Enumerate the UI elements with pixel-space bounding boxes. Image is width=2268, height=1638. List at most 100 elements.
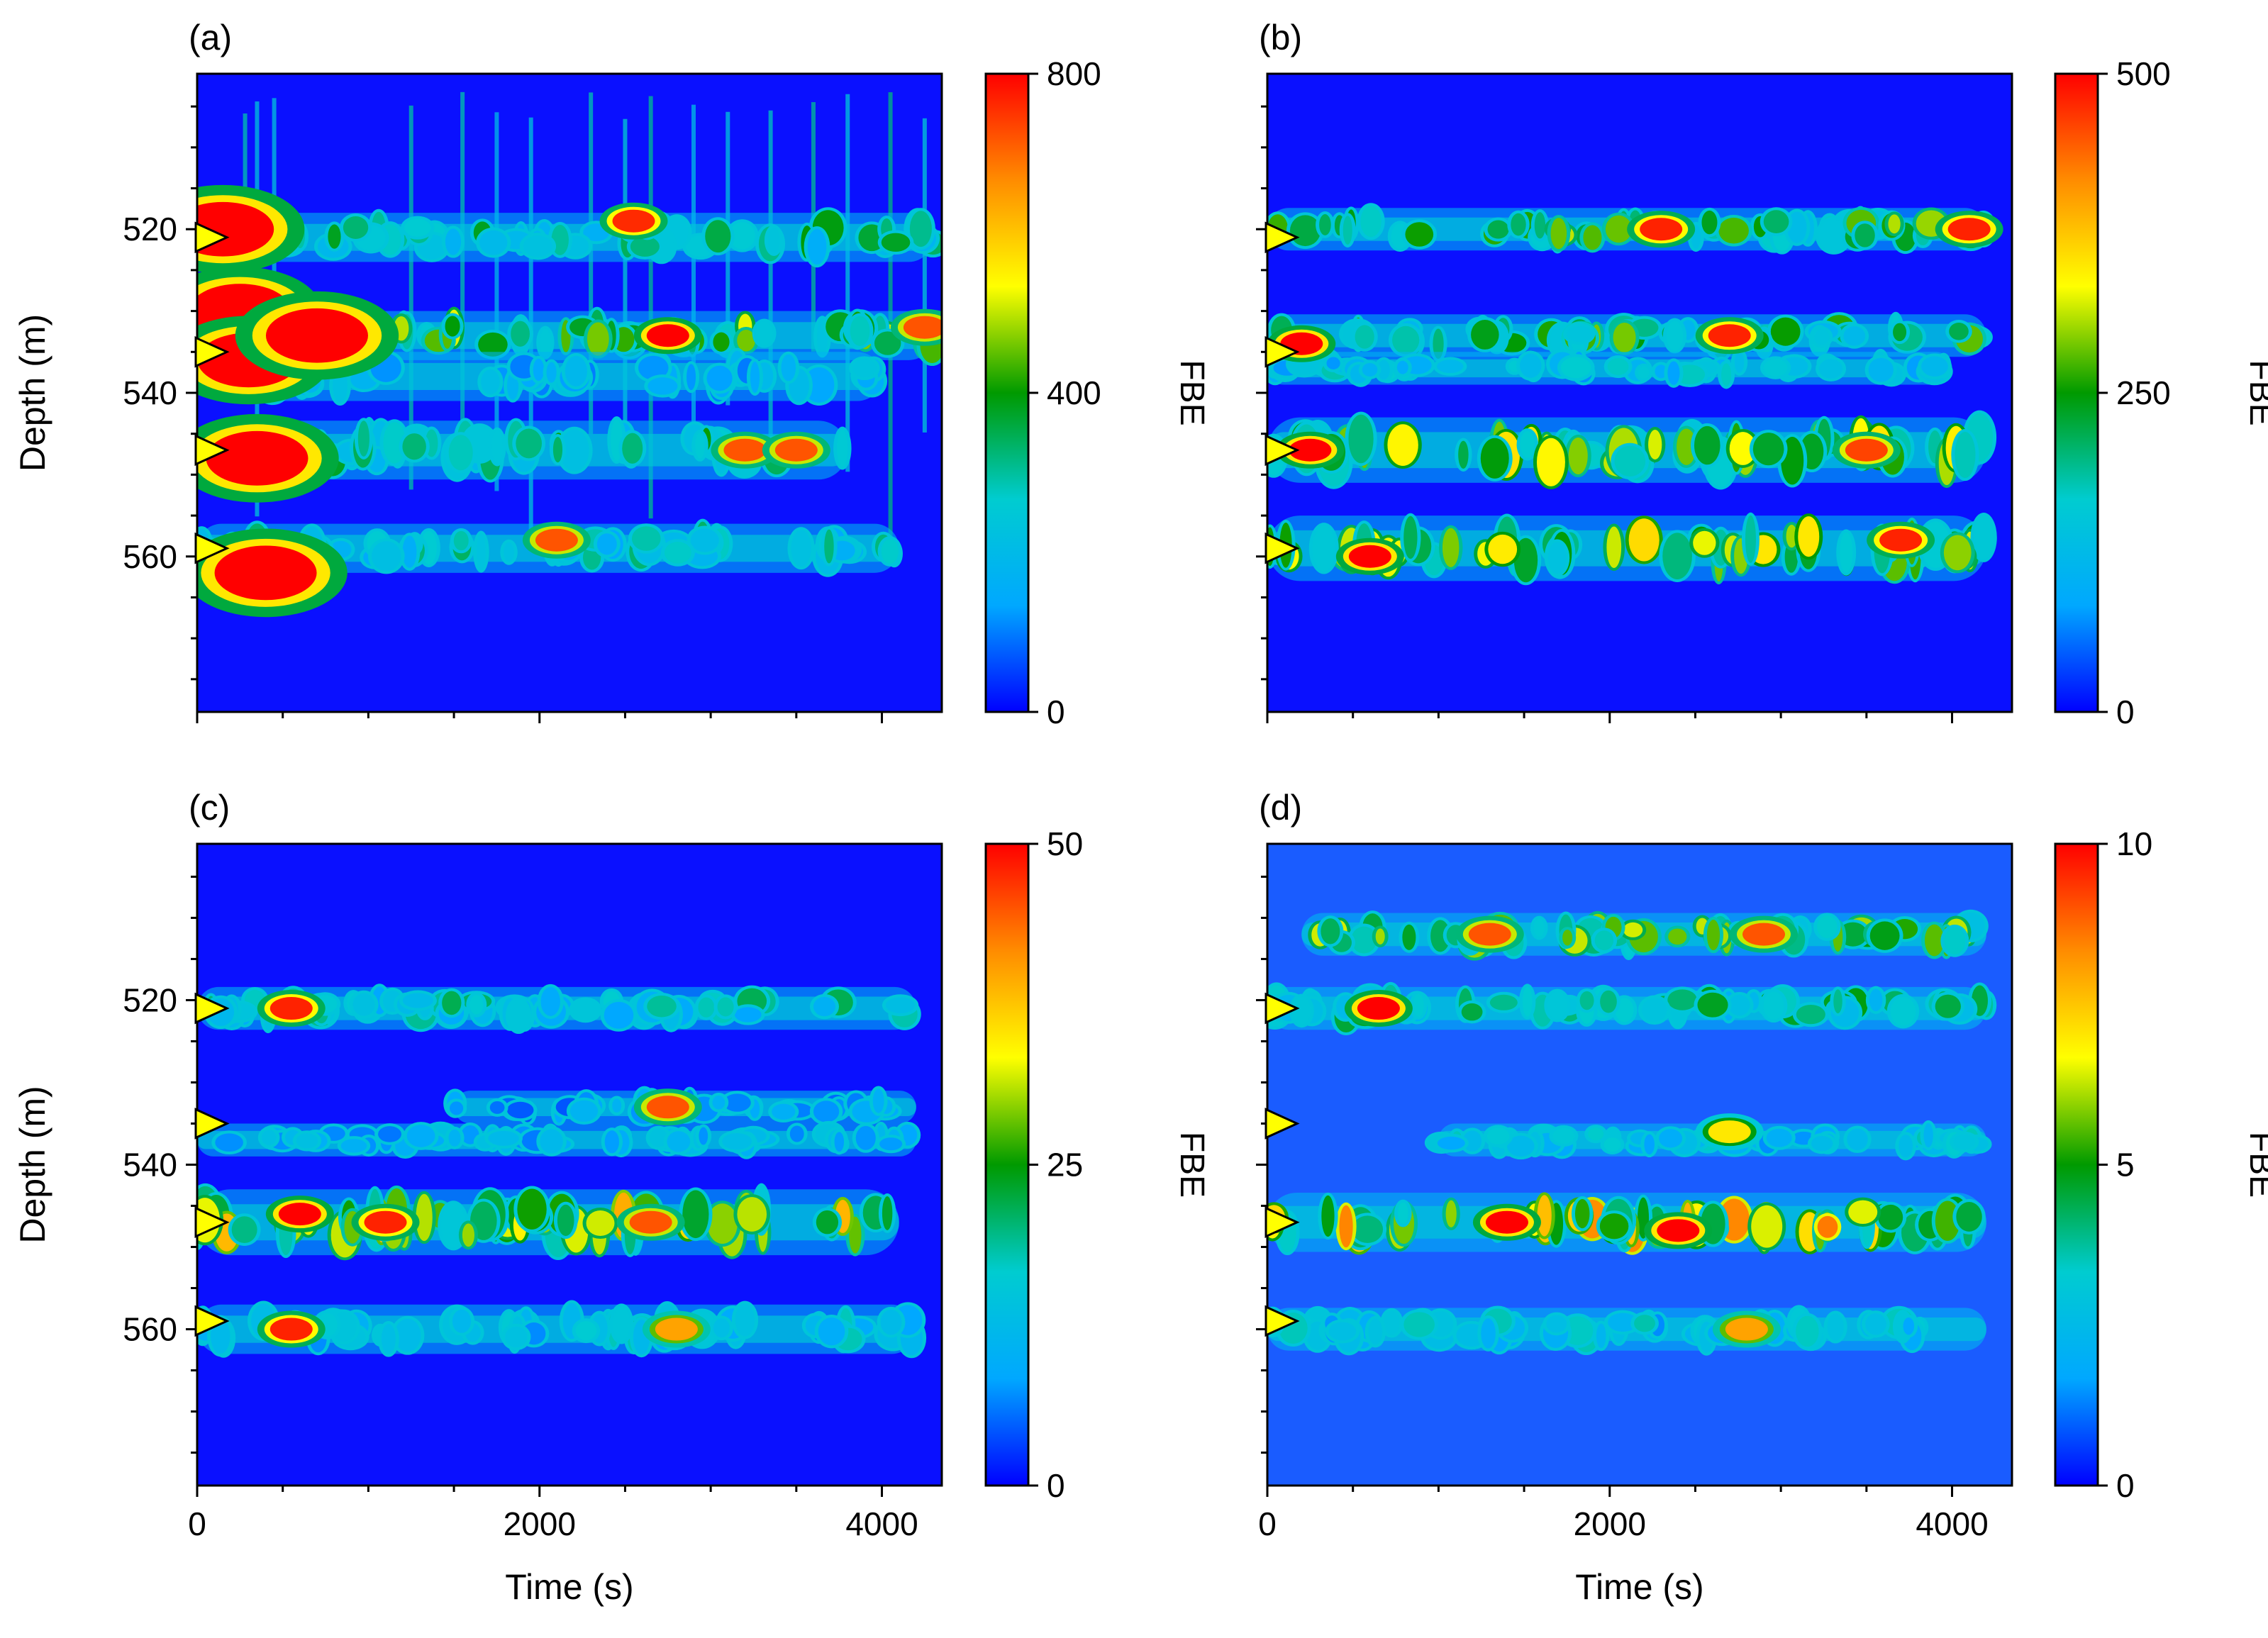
depth-marker: [194, 1108, 230, 1140]
blob: [885, 997, 916, 1014]
blob: [713, 332, 730, 352]
blob: [1546, 1315, 1567, 1333]
blob: [1642, 998, 1667, 1023]
blob: [1644, 1134, 1655, 1155]
heatmap-background: [197, 844, 942, 1486]
blob: [1903, 1317, 1915, 1335]
panel-a: 520 540 560 Depth (m) (a) 0 400 800 FBE: [13, 18, 1211, 730]
y-tick-label: 520: [123, 211, 177, 247]
colorbar-label: FBE: [2242, 360, 2268, 425]
blob: [477, 533, 486, 570]
blob: [1402, 924, 1416, 950]
blob: [1568, 437, 1588, 475]
blob: [1953, 1134, 1976, 1149]
blob: [453, 530, 469, 551]
blob: [1579, 991, 1594, 1010]
blob: [1729, 432, 1757, 465]
streak: [589, 92, 594, 434]
blob: [807, 229, 827, 265]
blob: [469, 995, 484, 1015]
blob: [1405, 222, 1434, 247]
y-tick-label: 560: [123, 1311, 177, 1348]
hotspot: [214, 545, 317, 601]
blob: [1634, 1315, 1655, 1332]
panel-label: (a): [189, 18, 232, 57]
panel-label: (d): [1259, 788, 1302, 828]
blob: [1355, 325, 1374, 349]
blob: [1798, 516, 1820, 557]
blob: [506, 1101, 534, 1119]
blob: [1890, 996, 1916, 1026]
blob: [448, 435, 473, 471]
colorbar-gradient: [984, 842, 1030, 1487]
blob: [855, 1125, 876, 1150]
blob: [1811, 1136, 1833, 1152]
blob: [1377, 360, 1390, 380]
blob: [1328, 1322, 1357, 1341]
blob: [488, 1130, 519, 1146]
blob: [1659, 1129, 1683, 1148]
hotspot: [278, 1203, 321, 1226]
streak: [922, 118, 927, 433]
depth-marker: [194, 335, 230, 368]
blob: [1462, 1130, 1482, 1152]
blob: [575, 1321, 597, 1341]
blob: [572, 1000, 599, 1020]
blob: [713, 1318, 730, 1338]
blob: [1458, 440, 1469, 469]
blob: [1697, 992, 1728, 1018]
blob: [560, 429, 589, 472]
blob: [1437, 1136, 1465, 1150]
streak: [768, 110, 773, 447]
blob: [816, 1210, 839, 1235]
x-axis-label: Time (s): [505, 1567, 633, 1607]
blob: [734, 1007, 762, 1023]
blob: [737, 1197, 767, 1232]
blob: [596, 533, 617, 555]
blob: [1662, 533, 1692, 579]
blob: [882, 1196, 893, 1230]
hotspot: [612, 209, 655, 233]
hotspot: [1468, 923, 1511, 946]
blob: [1596, 1323, 1606, 1349]
depth-marker: [194, 434, 230, 467]
blob: [1550, 218, 1567, 250]
blob: [504, 542, 514, 562]
blob: [478, 332, 508, 357]
colorbar: 0 5 10 FBE: [2054, 825, 2268, 1504]
hotspot: [269, 997, 313, 1020]
hotspot: [1357, 997, 1400, 1020]
colorbar: 0 400 800 FBE: [984, 55, 1211, 730]
blob: [1763, 359, 1788, 377]
blob: [781, 354, 796, 381]
colorbar-tick-label: 0: [2116, 693, 2135, 730]
heatmap-field: [197, 74, 942, 712]
x-tick-label: 4000: [845, 1505, 918, 1542]
blob: [729, 222, 755, 250]
blob: [1605, 215, 1632, 243]
blob: [1348, 414, 1374, 464]
blob: [1818, 219, 1849, 252]
blob: [1547, 991, 1567, 1020]
blob: [1766, 1128, 1792, 1147]
blob: [1944, 927, 1966, 954]
blob: [690, 528, 719, 552]
depth-marker: [1264, 221, 1300, 254]
blob: [1536, 438, 1565, 486]
hotspot: [646, 1096, 689, 1119]
blob: [1608, 1313, 1638, 1332]
panel-d: 0 2000 4000 Time (s) (d) 0 5 10 FBE: [1256, 788, 2268, 1607]
blob: [1384, 1310, 1400, 1335]
blob: [1648, 430, 1662, 460]
hotspot: [723, 438, 767, 462]
blob: [479, 230, 508, 255]
hotspot: [206, 430, 308, 486]
depth-marker: [194, 1305, 230, 1337]
panel-b: (b) 0 250 500 FBE: [1256, 18, 2268, 730]
blob: [1827, 1313, 1844, 1341]
blob: [231, 1216, 257, 1244]
hotspot: [655, 1317, 698, 1341]
blob: [371, 541, 401, 572]
blob: [1533, 918, 1545, 937]
